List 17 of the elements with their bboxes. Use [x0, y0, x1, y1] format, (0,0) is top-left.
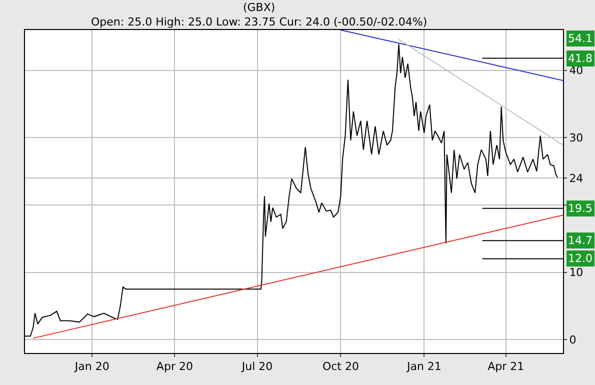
chart-title: (GBX)	[242, 1, 276, 14]
x-tick-label: Apr 20	[156, 360, 193, 374]
y-tick-label: 30	[569, 132, 584, 145]
ref-line-label: 14.7	[568, 234, 592, 247]
text: 54.1	[568, 32, 592, 45]
x-tick-label: Oct 20	[322, 360, 359, 374]
x-tick-label: Jan 20	[74, 360, 110, 374]
ref-line-label: 12.0	[568, 252, 592, 265]
x-tick-label: Jul 20	[240, 360, 273, 374]
x-tick-label: Jan 21	[406, 360, 442, 374]
y-tick-label: 24	[569, 172, 584, 185]
ref-line-label: 41.8	[568, 52, 592, 65]
y-tick-label: 10	[569, 266, 584, 280]
chart-subtitle: Open: 25.0 High: 25.0 Low: 23.75 Cur: 24.0 (-00.50/-02.04%)	[91, 15, 428, 28]
x-tick-label: Apr 21	[488, 360, 524, 374]
y-tick-label: 0	[569, 333, 576, 346]
ref-line-label: 19.5	[568, 202, 592, 215]
